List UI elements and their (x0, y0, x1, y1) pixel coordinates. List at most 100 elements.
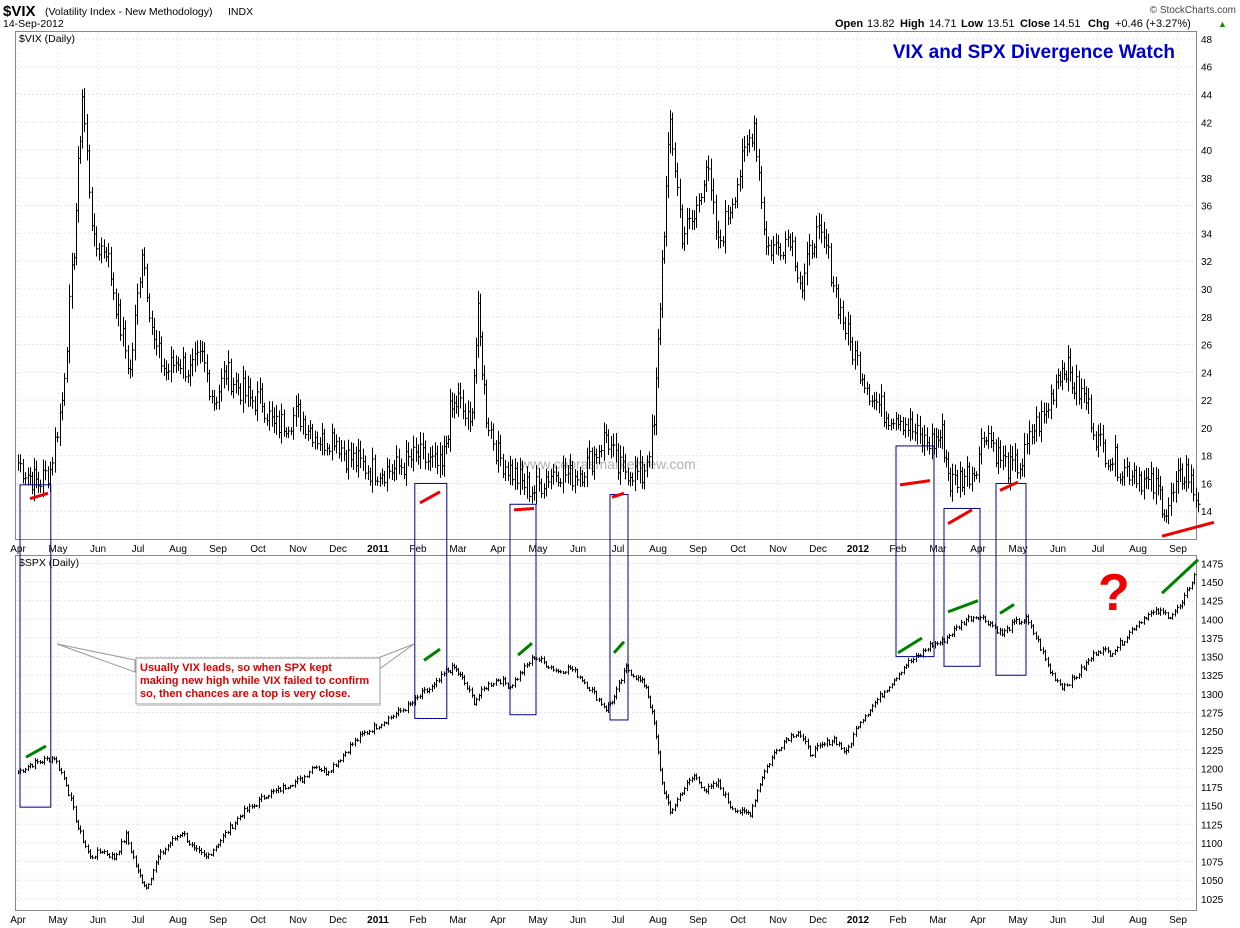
vix-y-tick-label: 18 (1201, 452, 1213, 463)
vix-x-tick-label: Nov (289, 544, 307, 555)
spx-x-tick-label: Aug (1129, 915, 1147, 926)
vix-x-tick-label: Jul (1092, 544, 1105, 555)
vix-x-tick-label: Nov (769, 544, 787, 555)
vix-panel-title: $VIX (Daily) (19, 33, 75, 45)
spx-price-bars (18, 572, 1197, 890)
vix-trend-line (947, 508, 973, 526)
spx-x-tick-label: Aug (649, 915, 667, 926)
spx-y-tick-label: 1400 (1201, 615, 1224, 626)
vix-x-tick-label: Mar (449, 544, 467, 555)
vix-y-tick-label: 30 (1201, 285, 1213, 296)
vix-x-tick-label: Aug (649, 544, 667, 555)
vix-trend-line (513, 506, 535, 512)
spx-y-tick-label: 1250 (1201, 727, 1224, 738)
spx-grid (16, 556, 1196, 910)
vix-trend-line (899, 479, 931, 487)
spx-x-tick-label: 2011 (367, 915, 389, 926)
spx-x-tick-label: Sep (689, 915, 707, 926)
spx-y-tick-label: 1375 (1201, 634, 1224, 645)
spx-x-tick-label: Jun (570, 915, 586, 926)
spx-x-tick-label: Jun (90, 915, 106, 926)
annotation-layer (19, 445, 1215, 808)
vix-trend-line (29, 491, 49, 501)
close-label: Close (1020, 18, 1050, 30)
vix-x-tick-label: Oct (730, 544, 746, 555)
vix-x-tick-label: May (1009, 544, 1028, 555)
vix-x-axis: Apr May Jun Jul Aug Sep Oct Nov Dec 2011 Feb Mar Apr… (10, 544, 1187, 555)
spx-x-axis: Apr May Jun Jul Aug Sep Oct Nov Dec 2011 Feb Mar Apr… (10, 915, 1187, 926)
chart-title: VIX and SPX Divergence Watch (893, 42, 1175, 63)
spx-y-tick-label: 1150 (1201, 802, 1223, 813)
chg-label: Chg (1088, 18, 1109, 30)
spx-x-tick-label: May (529, 915, 548, 926)
brand-label: © StockCharts.com (1150, 5, 1236, 16)
spx-x-tick-label: Aug (169, 915, 187, 926)
vix-x-tick-label: Apr (490, 544, 506, 555)
callout-line-3: so, then chances are a top is very close… (140, 688, 350, 700)
spx-trend-line (999, 603, 1015, 615)
spx-y-tick-label: 1275 (1201, 709, 1224, 720)
spx-panel-title: $SPX (Daily) (19, 557, 79, 569)
vix-y-tick-label: 46 (1201, 63, 1213, 74)
open-value: 13.82 (867, 18, 895, 30)
vix-y-axis: 14 16 18 20 22 24 26 28 30 32 34 36 38 40 42 44 46 48 (1201, 35, 1213, 518)
high-label: High (900, 18, 925, 30)
vix-trend-line (611, 491, 625, 499)
spx-trend-line (1160, 558, 1200, 595)
vix-x-tick-label: Jul (612, 544, 625, 555)
spx-panel-frame (15, 555, 1197, 911)
spx-y-tick-label: 1450 (1201, 578, 1224, 589)
divergence-box (19, 484, 52, 808)
spx-trend-line (517, 642, 533, 657)
spx-y-tick-label: 1200 (1201, 764, 1224, 775)
vix-x-tick-label: May (529, 544, 548, 555)
divergence-box (509, 503, 537, 716)
vix-trend-line (999, 480, 1019, 492)
vix-panel-frame (15, 31, 1197, 540)
vix-y-tick-label: 34 (1201, 229, 1213, 240)
spx-x-tick-label: Sep (1169, 915, 1187, 926)
vix-trend-line (1161, 520, 1215, 538)
vix-price-bars (18, 88, 1201, 525)
description-label: (Volatility Index - New Methodology) (45, 6, 213, 18)
vix-x-tick-label: Feb (889, 544, 907, 555)
low-value: 13.51 (987, 18, 1015, 30)
vix-grid (16, 32, 1196, 539)
vix-x-tick-label: Aug (169, 544, 187, 555)
vix-y-tick-label: 26 (1201, 341, 1213, 352)
spx-x-tick-label: Apr (10, 915, 26, 926)
spx-y-tick-label: 1425 (1201, 597, 1224, 608)
watermark-text: www.cobrasmarketview.com (519, 456, 696, 472)
spx-x-tick-label: Feb (889, 915, 907, 926)
spx-x-tick-label: Mar (449, 915, 467, 926)
date-label: 14-Sep-2012 (3, 18, 64, 30)
callout-shadow (137, 704, 381, 706)
spx-y-tick-label: 1175 (1201, 783, 1223, 794)
spx-y-tick-label: 1350 (1201, 653, 1224, 664)
open-label: Open (835, 18, 863, 30)
vix-x-tick-label: Jun (570, 544, 586, 555)
spx-x-tick-label: Sep (209, 915, 227, 926)
divergence-box (414, 482, 448, 719)
vix-x-tick-label: Feb (409, 544, 427, 555)
spx-x-tick-label: 2012 (847, 915, 870, 926)
vix-x-tick-label: Jul (132, 544, 145, 555)
spx-trend-line (423, 647, 441, 662)
spx-x-tick-label: Jul (612, 915, 625, 926)
vix-y-tick-label: 16 (1201, 479, 1213, 490)
spx-y-tick-label: 1025 (1201, 895, 1224, 906)
vix-x-tick-label: May (49, 544, 68, 555)
vix-x-tick-label: Dec (809, 544, 827, 555)
vix-y-tick-label: 24 (1201, 368, 1213, 379)
vix-x-tick-label: Jun (90, 544, 106, 555)
spx-trend-line (897, 636, 923, 655)
vix-x-tick-label: Mar (929, 544, 947, 555)
spx-y-tick-label: 1325 (1201, 671, 1224, 682)
vix-x-tick-label: 2011 (367, 544, 389, 555)
spx-x-tick-label: Oct (250, 915, 266, 926)
spx-x-tick-label: Dec (809, 915, 827, 926)
question-mark: ? (1098, 564, 1130, 622)
spx-x-tick-label: May (1009, 915, 1028, 926)
vix-x-tick-label: Sep (689, 544, 707, 555)
